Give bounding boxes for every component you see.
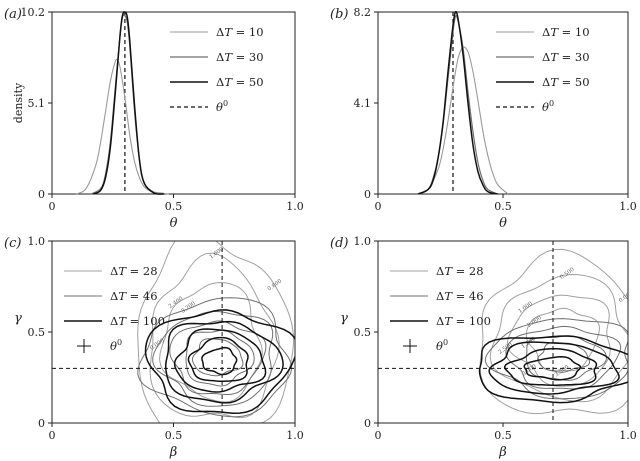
x-tick-label: 0.5 <box>494 200 512 213</box>
y-tick-label: 0.5 <box>28 326 46 339</box>
y-tick-label: 0 <box>364 417 371 430</box>
plot-frame <box>377 240 629 424</box>
legend-entry: ΔT = 10 <box>216 25 264 39</box>
x-tick-label: 1.0 <box>619 429 637 442</box>
contour-line <box>201 346 238 376</box>
y-tick-label: 1.0 <box>354 235 372 248</box>
contour-level-label: 1.600 <box>209 246 226 260</box>
x-tick-label: 1.0 <box>286 200 304 213</box>
legend-entry: ΔT = 100 <box>110 314 165 328</box>
contour-line <box>484 318 628 400</box>
contour-line <box>479 248 628 415</box>
contour-level-label: 0.500 <box>559 267 576 281</box>
legend-entry: ΔT = 50 <box>542 75 590 89</box>
panel-label: (b) <box>330 7 348 22</box>
legend-entry: ΔT = 30 <box>216 50 264 64</box>
contour-line <box>173 328 267 393</box>
contour-line <box>137 297 293 418</box>
contour-line <box>152 310 274 407</box>
density-curve-1 <box>90 14 164 195</box>
plot-frame <box>377 11 629 195</box>
legend-entry: ΔT = 28 <box>436 264 484 278</box>
contour-line <box>144 309 295 414</box>
x-tick-label: 0 <box>375 429 382 442</box>
density-panel-a: 0 0.5 1.0 0 5.1 10.2 θ density (a) ΔT = 10 ΔT = 30… <box>4 6 304 231</box>
panel-label: (a) <box>4 7 22 22</box>
contour-line <box>169 320 267 395</box>
contour-line <box>505 325 622 390</box>
y-tick-label: 5.1 <box>28 97 46 110</box>
y-tick-label: 10.2 <box>21 6 46 19</box>
density-curve-0 <box>417 46 509 195</box>
y-axis-label: density <box>12 82 25 123</box>
legend-entry: ΔT = 10 <box>542 25 590 39</box>
contour-level-label: 0.800 <box>267 278 284 292</box>
x-tick-label: 0 <box>49 200 56 213</box>
legend-entry: ΔT = 28 <box>110 264 158 278</box>
density-curve-2 <box>92 11 164 195</box>
y-axis-label: γ <box>14 311 22 326</box>
y-tick-label: 1.0 <box>28 235 46 248</box>
x-tick-label: 0 <box>49 429 56 442</box>
x-axis-label: θ <box>170 216 178 231</box>
y-tick-label: 0 <box>364 188 371 201</box>
plot-frame <box>51 240 296 424</box>
density-curve-2 <box>417 10 499 195</box>
y-tick-label: 0 <box>38 188 45 201</box>
contour-line <box>137 241 295 423</box>
x-tick-label: 0 <box>375 200 382 213</box>
legend-entry: θ0 <box>436 338 448 353</box>
legend-entry: ΔT = 50 <box>216 75 264 89</box>
legend-entry: ΔT = 46 <box>436 289 484 303</box>
x-axis-label: θ <box>499 216 507 231</box>
x-tick-label: 1.0 <box>619 200 637 213</box>
contour-level-label: 0.000 <box>149 338 166 352</box>
y-tick-label: 0 <box>38 417 45 430</box>
plot-frame <box>51 11 296 195</box>
density-curve-0 <box>76 58 169 195</box>
contour-level-label: 3.200 <box>180 300 197 314</box>
contour-line <box>191 338 244 377</box>
contour-level-label: 0.000 <box>618 290 635 304</box>
density-curve-1 <box>417 15 499 195</box>
x-tick-label: 0.5 <box>165 200 183 213</box>
contour-line <box>164 320 284 404</box>
contour-line <box>185 330 255 387</box>
x-axis-label: β <box>498 445 507 460</box>
x-axis-label: β <box>169 445 178 460</box>
density-panel-b: 0 0.5 1.0 0 4.1 8.2 θ (b) ΔT = 10 ΔT = 30 ΔT = 50 θ… <box>330 6 637 231</box>
y-tick-label: 8.2 <box>354 6 372 19</box>
x-tick-label: 1.0 <box>286 429 304 442</box>
y-tick-label: 0.5 <box>354 326 372 339</box>
y-axis-label: γ <box>340 311 348 326</box>
legend-entry: θ0 <box>216 99 228 114</box>
legend-entry: ΔT = 100 <box>436 314 491 328</box>
legend-entry: ΔT = 46 <box>110 289 158 303</box>
panel-label: (c) <box>4 236 21 251</box>
contour-line <box>488 341 620 395</box>
legend-entry: θ0 <box>542 99 554 114</box>
legend-entry: θ0 <box>110 338 122 353</box>
x-tick-label: 0.5 <box>494 429 512 442</box>
contour-line <box>159 281 263 403</box>
contour-line <box>525 335 607 381</box>
panel-label: (d) <box>330 236 348 251</box>
y-tick-label: 4.1 <box>354 97 372 110</box>
contour-line <box>506 294 611 387</box>
contour-line <box>149 252 280 419</box>
contour-line <box>187 336 249 383</box>
legend-entry: ΔT = 30 <box>542 50 590 64</box>
contour-level-label: 1.000 <box>518 301 535 315</box>
x-tick-label: 0.5 <box>165 429 183 442</box>
